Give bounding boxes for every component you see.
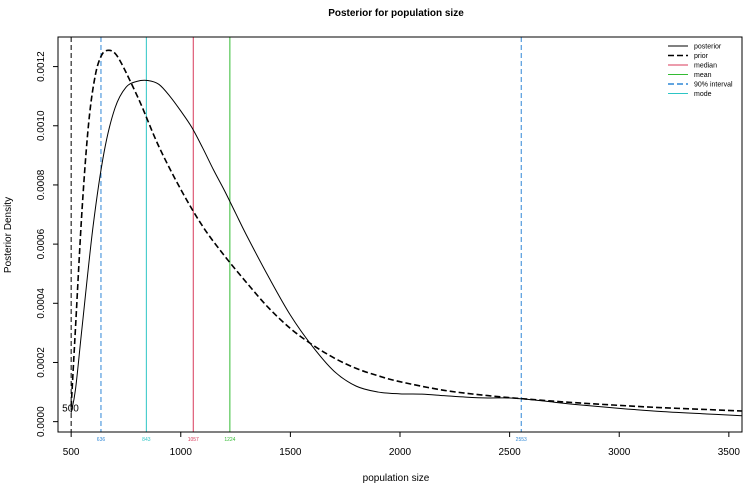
x-tick-label: 500 [63, 447, 80, 458]
legend-label: median [694, 63, 717, 70]
y-tick-label: 0.0008 [36, 169, 47, 200]
annotation-text: 500 [62, 404, 79, 415]
y-tick-label: 0.0006 [36, 228, 47, 259]
x-tick-label: 3500 [718, 447, 741, 458]
y-tick-label: 0.0010 [36, 110, 47, 141]
legend: posterior prior median mean 90% interval mode [668, 44, 733, 98]
vline-value-label: 1057 [188, 437, 199, 443]
vline-value-label: 636 [97, 437, 106, 443]
x-tick-label: 3000 [608, 447, 631, 458]
x-tick-label: 2000 [389, 447, 412, 458]
x-tick-label: 2500 [498, 447, 521, 458]
series-prior [70, 49, 742, 412]
y-tick-label: 0.0004 [36, 288, 47, 319]
series-layer [70, 49, 742, 417]
annotations: 500 [62, 404, 79, 415]
vline-value-label: 2553 [516, 437, 527, 443]
x-tick-label: 1000 [170, 447, 193, 458]
chart-title: Posterior for population size [328, 8, 464, 19]
vline-value-label: 1224 [224, 437, 235, 443]
x-axis-label: population size [363, 473, 430, 484]
y-axis: 0.0000 0.0002 0.0004 0.0006 0.0008 0.0010 0.00… [36, 51, 59, 437]
y-tick-label: 0.0000 [36, 406, 47, 437]
x-tick-label: 1500 [279, 447, 302, 458]
y-tick-label: 0.0002 [36, 347, 47, 378]
legend-label: prior [694, 53, 709, 60]
plot-frame [57, 36, 743, 433]
y-axis-label: Posterior Density [3, 197, 14, 273]
reference-lines: 636 843 1057 1224 2553 [70, 37, 527, 443]
legend-label: posterior [694, 44, 722, 51]
series-posterior [70, 79, 742, 417]
legend-label: mode [694, 91, 712, 98]
y-tick-label: 0.0012 [36, 51, 47, 82]
vline-value-label: 843 [142, 437, 151, 443]
legend-label: 90% interval [694, 82, 733, 89]
legend-label: mean [694, 72, 712, 79]
x-axis: 500 1000 1500 2000 2500 3000 3500 [63, 431, 741, 458]
